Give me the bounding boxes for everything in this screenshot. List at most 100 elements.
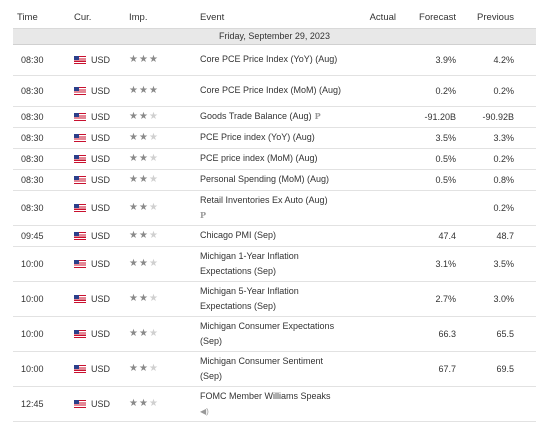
- currency-code: USD: [91, 398, 111, 409]
- event-name[interactable]: Michigan 1-Year Inflation Expectations (…: [196, 246, 350, 282]
- event-time: 10:00: [13, 246, 70, 282]
- event-currency: USD: [70, 75, 125, 107]
- event-name[interactable]: Personal Spending (MoM) (Aug): [196, 169, 350, 191]
- event-row[interactable]: 10:00 USD ★★★ Michigan 5-Year Inflation Exp…: [13, 281, 536, 317]
- star-icon: ★: [148, 258, 159, 269]
- importance-stars: ★★★: [125, 169, 196, 191]
- star-icon: ★: [148, 54, 159, 65]
- star-icon: ★: [148, 132, 159, 143]
- event-row[interactable]: 10:00 USD ★★★ Michigan 1-Year Inflation Exp…: [13, 246, 536, 282]
- us-flag-icon: [74, 231, 86, 240]
- event-actual: [350, 127, 400, 149]
- event-actual: [350, 351, 400, 387]
- currency-code: USD: [91, 174, 111, 185]
- event-previous: 48.7: [460, 225, 536, 247]
- event-row[interactable]: 09:45 USD ★★★ Chicago PMI (Sep) 47.4 48.7: [13, 225, 536, 247]
- currency-code: USD: [91, 328, 111, 339]
- speaker-icon[interactable]: ◀): [200, 406, 209, 416]
- event-name[interactable]: Core PCE Price Index (MoM) (Aug): [196, 75, 350, 107]
- event-currency: USD: [70, 106, 125, 128]
- event-title[interactable]: Michigan Consumer Sentiment (Sep): [200, 355, 324, 381]
- event-currency: USD: [70, 351, 125, 387]
- event-name[interactable]: FOMC Member Williams Speaks ◀): [196, 386, 350, 422]
- event-currency: USD: [70, 281, 125, 317]
- event-name[interactable]: PCE price index (MoM) (Aug): [196, 148, 350, 170]
- event-row[interactable]: 12:45 USD ★★★ FOMC Member Williams Speaks ◀): [13, 386, 536, 422]
- star-icon: ★: [138, 398, 149, 409]
- event-title[interactable]: PCE Price index (YoY) (Aug): [200, 132, 315, 142]
- col-time[interactable]: Time: [13, 7, 70, 29]
- event-actual: [350, 225, 400, 247]
- col-event[interactable]: Event: [196, 7, 350, 29]
- currency-code: USD: [91, 258, 111, 269]
- event-previous: 69.5: [460, 351, 536, 387]
- event-row[interactable]: 08:30 USD ★★★ PCE price index (MoM) (Aug) 0.…: [13, 148, 536, 170]
- event-name[interactable]: Chicago PMI (Sep): [196, 225, 350, 247]
- event-title[interactable]: Chicago PMI (Sep): [200, 230, 277, 240]
- event-title[interactable]: Michigan Consumer Expectations (Sep): [200, 320, 335, 346]
- event-time: 08:30: [13, 106, 70, 128]
- event-name[interactable]: Michigan Consumer Expectations (Sep): [196, 316, 350, 352]
- event-name[interactable]: Michigan Consumer Sentiment (Sep): [196, 351, 350, 387]
- us-flag-icon: [74, 112, 86, 121]
- star-icon: ★: [129, 230, 139, 241]
- event-time: 10:00: [13, 281, 70, 317]
- event-currency: USD: [70, 148, 125, 170]
- col-currency[interactable]: Cur.: [70, 7, 125, 29]
- star-icon: ★: [138, 293, 149, 304]
- event-row[interactable]: 08:30 USD ★★★ Retail Inventories Ex Auto (A…: [13, 190, 536, 226]
- event-row[interactable]: 10:00 USD ★★★ Michigan Consumer Expectation…: [13, 316, 536, 352]
- col-forecast[interactable]: Forecast: [400, 7, 460, 29]
- col-previous[interactable]: Previous: [460, 7, 536, 29]
- star-icon: ★: [148, 398, 159, 409]
- event-title[interactable]: Michigan 5-Year Inflation Expectations (…: [200, 285, 299, 311]
- event-forecast: 3.5%: [400, 127, 460, 149]
- event-forecast: 67.7: [400, 351, 460, 387]
- event-forecast: 0.5%: [400, 148, 460, 170]
- event-name[interactable]: Michigan 5-Year Inflation Expectations (…: [196, 281, 350, 317]
- star-icon: ★: [138, 153, 149, 164]
- economic-calendar: Time Cur. Imp. Event Actual Forecast Pre…: [13, 7, 536, 422]
- event-row[interactable]: 08:30 USD ★★★ Core PCE Price Index (YoY) (A…: [13, 44, 536, 76]
- currency-code: USD: [91, 363, 111, 374]
- event-forecast: 0.2%: [400, 75, 460, 107]
- event-row[interactable]: 08:30 USD ★★★ Core PCE Price Index (MoM) (A…: [13, 75, 536, 107]
- star-icon: ★: [129, 85, 139, 96]
- importance-stars: ★★★: [125, 386, 196, 422]
- event-name[interactable]: Goods Trade Balance (Aug) P: [196, 106, 350, 128]
- importance-stars: ★★★: [125, 127, 196, 149]
- event-title[interactable]: Core PCE Price Index (YoY) (Aug): [200, 54, 338, 64]
- event-row[interactable]: 10:00 USD ★★★ Michigan Consumer Sentiment (…: [13, 351, 536, 387]
- importance-stars: ★★★: [125, 148, 196, 170]
- star-icon: ★: [138, 85, 149, 96]
- event-previous: -90.92B: [460, 106, 536, 128]
- event-row[interactable]: 08:30 USD ★★★ PCE Price index (YoY) (Aug) 3.…: [13, 127, 536, 149]
- event-title[interactable]: FOMC Member Williams Speaks: [200, 390, 331, 401]
- star-icon: ★: [138, 230, 149, 241]
- event-title[interactable]: PCE price index (MoM) (Aug): [200, 153, 318, 163]
- event-forecast: [400, 386, 460, 422]
- date-row: Friday, September 29, 2023: [13, 28, 536, 45]
- event-row[interactable]: 08:30 USD ★★★ Goods Trade Balance (Aug) P -91…: [13, 106, 536, 128]
- event-actual: [350, 106, 400, 128]
- event-title[interactable]: Goods Trade Balance (Aug): [200, 111, 312, 121]
- event-forecast: [400, 190, 460, 226]
- event-title[interactable]: Michigan 1-Year Inflation Expectations (…: [200, 250, 299, 276]
- event-title[interactable]: Core PCE Price Index (MoM) (Aug): [200, 85, 342, 95]
- event-row[interactable]: 08:30 USD ★★★ Personal Spending (MoM) (Aug)…: [13, 169, 536, 191]
- col-actual[interactable]: Actual: [350, 7, 400, 29]
- currency-code: USD: [91, 132, 111, 143]
- event-forecast: 3.1%: [400, 246, 460, 282]
- event-title[interactable]: Retail Inventories Ex Auto (Aug): [200, 194, 328, 205]
- star-icon: ★: [148, 85, 159, 96]
- star-icon: ★: [138, 174, 149, 185]
- currency-code: USD: [91, 54, 111, 65]
- event-name[interactable]: Retail Inventories Ex Auto (Aug) P: [196, 190, 350, 226]
- event-title[interactable]: Personal Spending (MoM) (Aug): [200, 174, 330, 184]
- event-currency: USD: [70, 169, 125, 191]
- event-currency: USD: [70, 316, 125, 352]
- event-name[interactable]: PCE Price index (YoY) (Aug): [196, 127, 350, 149]
- col-importance[interactable]: Imp.: [125, 7, 196, 29]
- event-currency: USD: [70, 44, 125, 76]
- event-name[interactable]: Core PCE Price Index (YoY) (Aug): [196, 44, 350, 76]
